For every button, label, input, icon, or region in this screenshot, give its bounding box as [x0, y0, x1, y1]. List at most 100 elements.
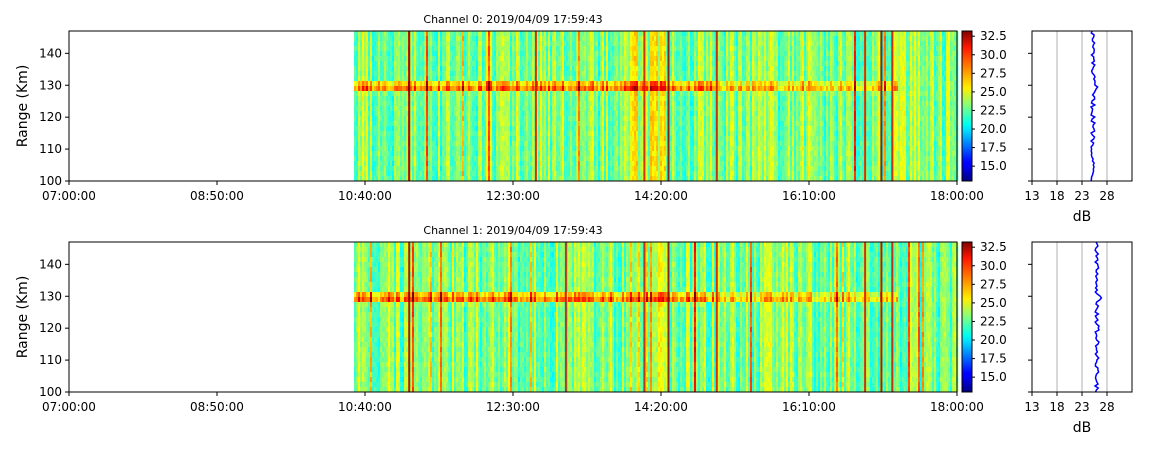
heatmap-cell: [356, 41, 358, 46]
heatmap-cell: [610, 141, 612, 146]
heatmap-cell: [518, 106, 520, 111]
heatmap-cell: [622, 76, 624, 81]
heatmap-cell: [552, 101, 554, 106]
heatmap-cell: [654, 46, 656, 51]
heatmap-cell: [626, 101, 628, 106]
heatmap-cell: [678, 36, 680, 41]
heatmap-cell: [376, 61, 378, 66]
heatmap-cell: [544, 46, 546, 51]
heatmap-cell: [652, 61, 654, 66]
heatmap-cell: [556, 36, 558, 41]
heatmap-cell: [548, 96, 550, 101]
heatmap-cell: [470, 116, 472, 121]
heatmap-cell: [508, 41, 510, 46]
heatmap-cell: [378, 151, 380, 156]
heatmap-cell: [590, 61, 592, 66]
heatmap-cell: [596, 141, 598, 146]
heatmap-cell: [458, 136, 460, 141]
heatmap-cell: [624, 116, 626, 121]
heatmap-cell: [412, 131, 414, 136]
heatmap-cell: [588, 46, 590, 51]
heatmap-cell: [396, 136, 398, 141]
heatmap-cell: [414, 96, 416, 101]
heatmap-cell: [470, 36, 472, 41]
heatmap-cell: [652, 66, 654, 71]
heatmap-cell: [574, 41, 576, 46]
heatmap-cell: [678, 81, 680, 86]
heatmap-cell: [378, 81, 380, 86]
heatmap-cell: [654, 161, 656, 166]
heatmap-cell: [466, 116, 468, 121]
heatmap-cell: [552, 131, 554, 136]
heatmap-cell: [366, 31, 368, 36]
heatmap-cell: [670, 141, 672, 146]
heatmap-cell: [604, 36, 606, 41]
heatmap-cell: [552, 51, 554, 56]
heatmap-cell: [564, 91, 566, 96]
heatmap-cell: [602, 86, 604, 91]
heatmap-cell: [582, 136, 584, 141]
heatmap-cell: [640, 91, 642, 96]
heatmap-cell: [418, 151, 420, 156]
heatmap-cell: [380, 31, 382, 36]
heatmap-cell: [444, 131, 446, 136]
heatmap-cell: [444, 101, 446, 106]
heatmap-cell: [376, 156, 378, 161]
heatmap-cell: [470, 31, 472, 36]
heatmap-cell: [434, 66, 436, 71]
heatmap-cell: [426, 146, 428, 151]
heatmap-cell: [362, 121, 364, 126]
heatmap-cell: [630, 126, 632, 131]
heatmap-cell: [472, 56, 474, 61]
heatmap-cell: [524, 86, 526, 91]
heatmap-cell: [358, 46, 360, 51]
heatmap-cell: [670, 31, 672, 36]
heatmap-cell: [556, 111, 558, 116]
heatmap-cell: [530, 131, 532, 136]
heatmap-cell: [458, 51, 460, 56]
heatmap-cell: [440, 141, 442, 146]
heatmap-cell: [590, 76, 592, 81]
heatmap-cell: [466, 46, 468, 51]
heatmap-cell: [382, 96, 384, 101]
heatmap-cell: [530, 171, 532, 176]
heatmap-cell: [490, 51, 492, 56]
heatmap-cell: [492, 111, 494, 116]
heatmap-cell: [658, 96, 660, 101]
heatmap-cell: [658, 131, 660, 136]
heatmap-cell: [362, 66, 364, 71]
heatmap-cell: [632, 141, 634, 146]
heatmap-cell: [656, 31, 658, 36]
heatmap-cell: [374, 51, 376, 56]
heatmap-cell: [484, 31, 486, 36]
heatmap-cell: [678, 161, 680, 166]
heatmap-cell: [614, 51, 616, 56]
heatmap-cell: [372, 51, 374, 56]
heatmap-cell: [662, 36, 664, 41]
heatmap-cell: [414, 81, 416, 86]
heatmap-cell: [520, 171, 522, 176]
heatmap-cell: [558, 106, 560, 111]
heatmap-cell: [584, 51, 586, 56]
heatmap-cell: [432, 121, 434, 126]
heatmap-cell: [530, 166, 532, 171]
heatmap-cell: [456, 76, 458, 81]
heatmap-cell: [430, 111, 432, 116]
heatmap-cell: [562, 66, 564, 71]
heatmap-cell: [416, 56, 418, 61]
heatmap-cell: [434, 106, 436, 111]
heatmap-cell: [432, 96, 434, 101]
heatmap-cell: [466, 91, 468, 96]
heatmap-cell: [450, 121, 452, 126]
heatmap-cell: [576, 136, 578, 141]
heatmap-cell: [638, 146, 640, 151]
heatmap-cell: [604, 101, 606, 106]
heatmap-cell: [440, 131, 442, 136]
heatmap-cell: [472, 166, 474, 171]
heatmap-cell: [380, 166, 382, 171]
heatmap-cell: [418, 166, 420, 171]
heatmap-cell: [450, 56, 452, 61]
heatmap-cell: [548, 81, 550, 86]
heatmap-cell: [650, 111, 652, 116]
heatmap-cell: [478, 126, 480, 131]
